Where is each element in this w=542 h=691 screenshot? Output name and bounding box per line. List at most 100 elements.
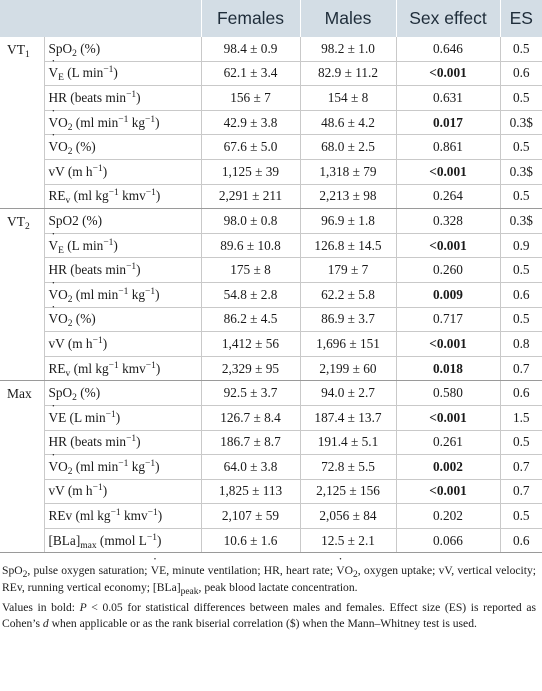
- superscript: −1: [145, 458, 156, 469]
- sex-effect-cell: 0.017: [395, 110, 500, 136]
- text-segment: (ml kg: [70, 360, 109, 376]
- group-label: VT2: [0, 208, 44, 382]
- females-cell: 54.8 ± 2.8: [200, 282, 300, 308]
- sex-effect-cell: 0.861: [395, 134, 500, 160]
- superscript: −1: [126, 434, 137, 445]
- females-cell: 2,329 ± 95: [200, 356, 300, 382]
- es-cell: 0.6: [499, 528, 542, 554]
- variable-cell: VO2 (ml min−1 kg−1): [43, 281, 201, 308]
- text-segment: SpO: [48, 40, 73, 56]
- superscript: −1: [145, 360, 156, 371]
- females-cell: 62.1 ± 3.4: [200, 61, 300, 87]
- header-sex-effect: Sex effect: [395, 0, 500, 37]
- footnote-abbreviations: SpO2, pulse oxygen saturation; VE, minut…: [2, 557, 536, 597]
- text-segment: (ml kg: [70, 188, 109, 204]
- es-cell: 0.5: [499, 257, 542, 283]
- subscript: 2: [67, 294, 73, 305]
- text-segment: (mmol L: [96, 532, 147, 548]
- dot-accent-letter: V: [151, 557, 160, 580]
- superscript: −1: [126, 89, 137, 100]
- text-segment: ): [113, 65, 118, 81]
- males-cell: 179 ± 7: [299, 257, 396, 283]
- variable-cell: VE (L min−1): [43, 59, 201, 87]
- text-segment: REv (ml kg: [48, 508, 111, 524]
- variable-cell: VE (L min−1): [43, 232, 201, 259]
- italic-text: d: [42, 617, 49, 631]
- females-cell: 98.0 ± 0.8: [200, 208, 300, 234]
- dot-accent-letter: V: [49, 232, 59, 253]
- table-row: VE (L min−1)62.1 ± 3.482.9 ± 11.2<0.0010…: [0, 59, 542, 87]
- text-segment: O: [58, 286, 68, 302]
- subscript: 2: [67, 466, 73, 477]
- group-label-subscript: 1: [25, 50, 30, 60]
- text-segment: SpO2 (%): [48, 212, 103, 228]
- variable-cell: VE (L min−1): [43, 404, 201, 431]
- females-cell: 89.6 ± 10.8: [200, 233, 300, 259]
- females-cell: 86.2 ± 4.5: [200, 307, 300, 333]
- females-cell: 10.6 ± 1.6: [200, 528, 300, 554]
- es-cell: 0.6: [499, 61, 542, 87]
- header-blank-variable: [44, 0, 201, 37]
- subscript: 2: [67, 319, 73, 330]
- es-cell: 0.5: [499, 134, 542, 160]
- table-row: [BLa]max (mmol L−1) 10.6 ± 1.6 12.5 ± 2.1 0…: [0, 528, 542, 554]
- text-segment: vV (m h: [48, 163, 93, 179]
- superscript: −1: [145, 114, 156, 125]
- text-segment: RE: [48, 188, 66, 204]
- dot-accent-letter: V: [49, 404, 59, 425]
- variable-cell: REv (ml kg−1 kmv−1): [43, 184, 201, 210]
- males-cell: 154 ± 8: [299, 85, 396, 111]
- text-segment: (%): [76, 40, 101, 56]
- sex-effect-cell: <0.001: [395, 331, 500, 357]
- females-cell: 156 ± 7: [200, 85, 300, 111]
- text-segment: O: [58, 139, 68, 155]
- dot-accent-letter: V: [336, 557, 345, 580]
- variable-cell: SpO2 (%): [43, 208, 201, 234]
- table-row: HR (beats min−1) 175 ± 8 179 ± 7 0.260 0.5: [0, 257, 542, 283]
- group-label-text: VT: [7, 214, 25, 230]
- text-segment: (%): [72, 139, 96, 155]
- text-segment: SpO: [48, 385, 73, 401]
- text-segment: ): [115, 409, 121, 425]
- subscript: 2: [72, 393, 77, 404]
- variable-cell: vV (m h−1): [43, 479, 201, 505]
- table-row: HR (beats min−1) 156 ± 7 154 ± 8 0.631 0.5: [0, 85, 542, 111]
- text-segment: < 0.05 for statistical differences betwe…: [2, 600, 536, 631]
- header-females: Females: [200, 0, 300, 37]
- table-header: Females Males Sex effect ES: [0, 0, 542, 37]
- variable-cell: REv (ml kg−1 kmv−1): [43, 503, 201, 529]
- superscript: −1: [145, 188, 156, 199]
- text-segment: Values in bold:: [2, 600, 80, 614]
- variable-cell: HR (beats min−1): [43, 430, 201, 456]
- header-blank-group: [0, 0, 44, 37]
- variable-cell: REv (ml kg−1 kmv−1): [43, 356, 201, 382]
- text-segment: ): [156, 532, 162, 548]
- males-cell: 2,125 ± 156: [299, 479, 396, 505]
- italic-text: P: [79, 600, 87, 614]
- subscript: v: [65, 196, 71, 207]
- es-cell: 0.7: [499, 454, 542, 480]
- footnote-statistics: Values in bold: P < 0.05 for statistical…: [2, 600, 536, 633]
- males-cell: 72.8 ± 5.5: [299, 454, 396, 480]
- text-segment: , oxygen uptake; vV, vertical velocity; …: [2, 564, 536, 595]
- males-cell: 62.2 ± 5.8: [299, 282, 396, 308]
- es-cell: 0.3$: [499, 110, 542, 136]
- sex-effect-cell: 0.018: [395, 356, 500, 382]
- text-segment: ): [102, 483, 108, 499]
- sex-effect-cell: 0.264: [395, 184, 500, 210]
- dot-accent-letter: V: [49, 59, 59, 80]
- text-segment: ): [136, 262, 141, 278]
- superscript: −1: [146, 532, 157, 543]
- text-segment: HR (beats min: [48, 434, 127, 450]
- es-cell: 0.7: [499, 479, 542, 505]
- text-segment: ): [155, 286, 160, 302]
- table-row: REv (ml kg−1 kmv−1) 2,107 ± 59 2,056 ± 84 0…: [0, 503, 542, 529]
- superscript: −1: [118, 114, 129, 125]
- males-cell: 82.9 ± 11.2: [299, 61, 396, 87]
- females-cell: 2,107 ± 59: [200, 503, 300, 529]
- text-segment: ): [155, 458, 160, 474]
- females-cell: 126.7 ± 8.4: [200, 405, 300, 431]
- sex-effect-cell: 0.260: [395, 257, 500, 283]
